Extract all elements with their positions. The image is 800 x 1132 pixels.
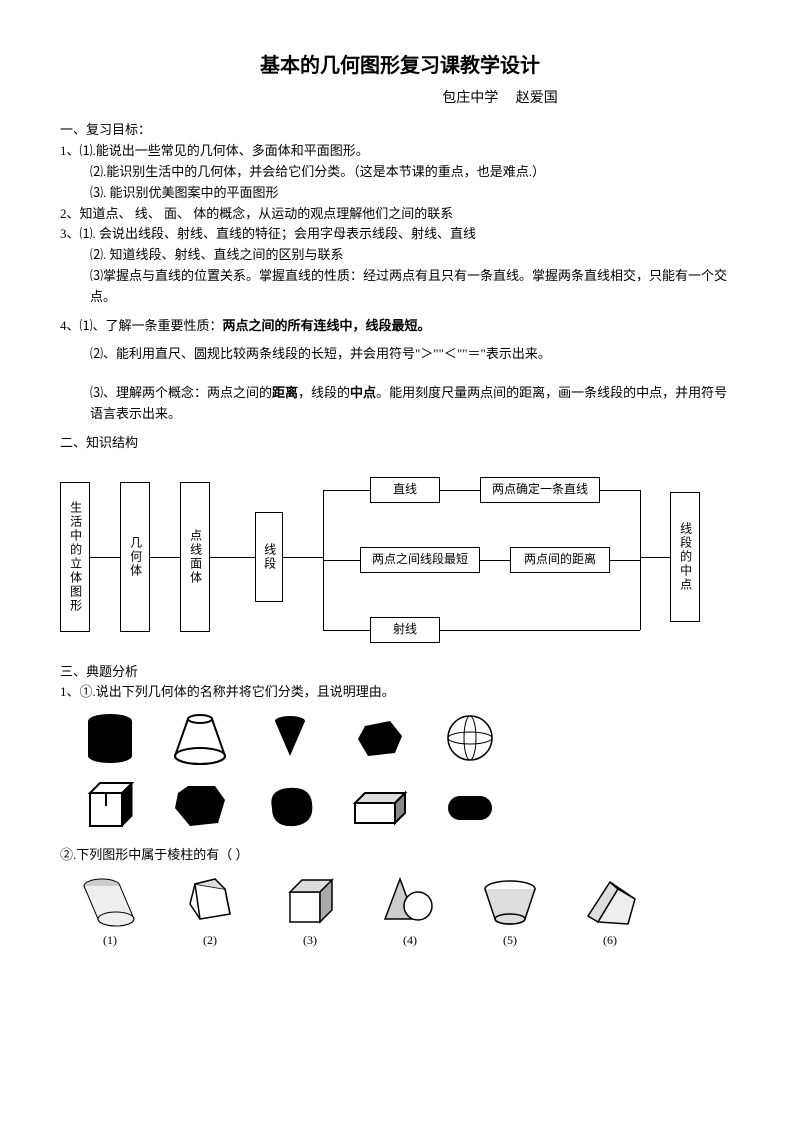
flow-box-solid: 几何体	[120, 482, 150, 632]
item-1-2: 2、知道点、 线、 面、 体的概念，从运动的观点理解他们之间的联系	[60, 204, 740, 225]
cone-sphere-icon	[380, 874, 440, 929]
section-3-head: 三、典题分析	[60, 662, 740, 683]
flow-box-line: 直线	[370, 477, 440, 503]
author-line: 包庄中学 赵爱国	[260, 88, 740, 110]
flow-line	[640, 557, 670, 558]
oblique-cylinder-icon	[80, 874, 140, 929]
item-1-4c: ⑶、理解两个概念：两点之间的距离，线段的中点。能用刻度尺量两点间的距离，画一条线…	[90, 383, 740, 425]
item-1-4c-b1: 距离	[272, 385, 298, 400]
item-1-4c-b2: 中点	[350, 385, 376, 400]
flow-label-solid: 几何体	[125, 536, 144, 578]
flow-line	[600, 490, 640, 491]
item-1-1c: ⑶. 能识别优美图案中的平面图形	[90, 183, 740, 204]
frustum-icon	[170, 711, 230, 766]
flow-label-distance: 两点间的距离	[524, 550, 596, 569]
open-box-icon	[80, 778, 140, 833]
flow-line	[323, 490, 370, 491]
item-1-4a-text: 4、⑴、了解一条重要性质：	[60, 318, 223, 333]
flow-box-twopoints: 两点确定一条直线	[480, 477, 600, 503]
flow-line	[323, 560, 360, 561]
label-5: (5)	[503, 931, 517, 950]
sphere-icon	[440, 711, 500, 766]
flow-line	[610, 560, 640, 561]
author-name: 赵爱国	[516, 91, 558, 106]
flow-line	[440, 490, 480, 491]
polygon-solid-icon	[170, 778, 230, 833]
flow-line	[150, 557, 180, 558]
item-1-3b: ⑵. 知道线段、射线、直线之间的区别与联系	[90, 245, 740, 266]
flow-line	[323, 630, 370, 631]
flow-label-plsv: 点线面体	[185, 529, 204, 585]
flow-label-line: 直线	[393, 480, 417, 499]
item-1-4a: 4、⑴、了解一条重要性质：两点之间的所有连线中，线段最短。	[60, 316, 740, 337]
flow-box-midpoint: 线段的中点	[670, 492, 700, 622]
item-1-1b: ⑵.能识别生活中的几何体，并会给它们分类。（这是本节课的重点，也是难点.）	[90, 162, 740, 183]
flow-box-ray: 射线	[370, 617, 440, 643]
shape-col-5: (5)	[480, 874, 540, 950]
flow-box-plsv: 点线面体	[180, 482, 210, 632]
flow-box-distance: 两点间的距离	[510, 547, 610, 573]
flow-line	[440, 630, 640, 631]
flow-label-midpoint: 线段的中点	[675, 522, 694, 592]
blob-solid-icon	[260, 778, 320, 833]
flow-label-life: 生活中的立体图形	[65, 501, 84, 613]
label-1: (1)	[103, 931, 117, 950]
flow-box-shortest: 两点之间线段最短	[360, 547, 480, 573]
shape-col-2: (2)	[180, 874, 240, 950]
hexagon-icon	[350, 711, 410, 766]
item-3-1: 1、①.说出下列几何体的名称并将它们分类，且说明理由。	[60, 682, 740, 703]
item-1-1: 1、⑴.能说出一些常见的几何体、多面体和平面图形。	[60, 141, 740, 162]
label-3: (3)	[303, 931, 317, 950]
triangular-prism-icon	[580, 874, 640, 929]
item-1-4b: ⑵、能利用直尺、圆规比较两条线段的长短，并会用符号"＞""＜""＝"表示出来。	[90, 344, 740, 365]
item-1-3: 3、⑴. 会说出线段、射线、直线的特征；会用字母表示线段、射线、直线	[60, 224, 740, 245]
flow-label-segment: 线段	[259, 543, 278, 571]
flow-box-segment: 线段	[255, 512, 283, 602]
flow-box-life: 生活中的立体图形	[60, 482, 90, 632]
item-3-2: ②.下列图形中属于棱柱的有（ ）	[60, 845, 740, 866]
cone-icon	[260, 711, 320, 766]
flow-label-twopoints: 两点确定一条直线	[492, 480, 588, 499]
label-4: (4)	[403, 931, 417, 950]
item-1-4c-a: ⑶、理解两个概念：两点之间的	[90, 385, 272, 400]
flow-line	[90, 557, 120, 558]
flowchart: 生活中的立体图形 几何体 点线面体 线段 直线 两点确定一条直线 两点之间线段最…	[60, 462, 740, 652]
flow-label-ray: 射线	[393, 620, 417, 639]
cuboid-icon	[350, 778, 410, 833]
flow-label-shortest: 两点之间线段最短	[372, 550, 468, 569]
section-2-head: 二、知识结构	[60, 433, 740, 454]
cylinder-icon	[80, 711, 140, 766]
author-school: 包庄中学	[442, 91, 498, 106]
item-1-4c-c: ，线段的	[298, 385, 350, 400]
flow-line	[640, 490, 641, 630]
prism-row: (1) (2) (3) (4) (5) (6)	[80, 874, 740, 950]
label-6: (6)	[603, 931, 617, 950]
shape-col-4: (4)	[380, 874, 440, 950]
shape-col-3: (3)	[280, 874, 340, 950]
shape-col-1: (1)	[80, 874, 140, 950]
shape-col-6: (6)	[580, 874, 640, 950]
shapes-row-2	[80, 778, 740, 833]
cube-tilt-icon	[180, 874, 240, 929]
page-title: 基本的几何图形复习课教学设计	[60, 50, 740, 82]
section-1-head: 一、复习目标：	[60, 120, 740, 141]
flow-line	[283, 557, 323, 558]
item-1-4a-bold: 两点之间的所有连线中，线段最短。	[223, 318, 431, 333]
item-1-3c: ⑶掌握点与直线的位置关系。掌握直线的性质：经过两点有且只有一条直线。掌握两条直线…	[90, 266, 740, 308]
capsule-icon	[440, 778, 500, 833]
shapes-row-1	[80, 711, 740, 766]
bowl-icon	[480, 874, 540, 929]
flow-line	[210, 557, 255, 558]
flow-line	[480, 560, 510, 561]
cube-icon	[280, 874, 340, 929]
label-2: (2)	[203, 931, 217, 950]
